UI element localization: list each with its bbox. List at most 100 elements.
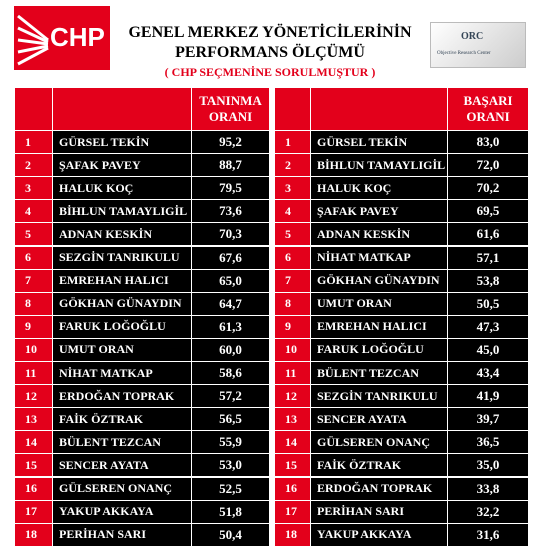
header-cell: TANINMA ORANI: [192, 88, 269, 130]
header-cell: [275, 88, 310, 130]
header-cell: [53, 88, 191, 130]
row-name: UMUT ORAN: [53, 338, 191, 361]
row-name: YAKUP AKKAYA: [53, 500, 191, 523]
row-number: 12: [15, 385, 52, 408]
row-name: ŞAFAK PAVEY: [53, 154, 191, 177]
row-value: 50,4: [192, 523, 269, 546]
row-name: ERDOĞAN TOPRAK: [311, 477, 447, 500]
header-cell: [15, 88, 52, 130]
row-value: 53,0: [192, 454, 269, 477]
row-number: 1: [15, 131, 52, 154]
row-name: FARUK LOĞOĞLU: [311, 338, 447, 361]
logo-arrows: [17, 14, 49, 66]
row-name: BÜLENT TEZCAN: [311, 362, 447, 385]
row-value: 57,2: [192, 385, 269, 408]
row-value: 47,3: [448, 315, 528, 338]
row-value: 61,3: [192, 315, 269, 338]
row-number: 13: [275, 408, 310, 431]
row-value: 95,2: [192, 131, 269, 154]
logo-right: ORC Objective Research Center: [430, 22, 526, 68]
row-value: 57,1: [448, 246, 528, 269]
row-number: 8: [15, 292, 52, 315]
row-value: 88,7: [192, 154, 269, 177]
row-name: EMREHAN HALICI: [53, 269, 191, 292]
row-number: 14: [15, 431, 52, 454]
row-name: NİHAT MATKAP: [311, 246, 447, 269]
row-value: 83,0: [448, 131, 528, 154]
row-value: 61,6: [448, 223, 528, 246]
row-value: 53,8: [448, 269, 528, 292]
row-number: 10: [15, 338, 52, 361]
row-name: ADNAN KESKİN: [53, 223, 191, 246]
row-number: 7: [275, 269, 310, 292]
row-value: 64,7: [192, 292, 269, 315]
row-value: 41,9: [448, 385, 528, 408]
row-value: 36,5: [448, 431, 528, 454]
row-name: HALUK KOÇ: [53, 177, 191, 200]
row-number: 12: [275, 385, 310, 408]
row-name: BİHLUN TAMAYLIGİL: [311, 154, 447, 177]
row-number: 2: [275, 154, 310, 177]
row-number: 4: [275, 200, 310, 223]
row-number: 14: [275, 431, 310, 454]
header-cell: BAŞARI ORANI: [448, 88, 528, 130]
row-name: SENCER AYATA: [311, 408, 447, 431]
row-number: 5: [275, 223, 310, 246]
row-number: 2: [15, 154, 52, 177]
row-value: 65,0: [192, 269, 269, 292]
row-name: FARUK LOĞOĞLU: [53, 315, 191, 338]
row-name: UMUT ORAN: [311, 292, 447, 315]
row-value: 45,0: [448, 338, 528, 361]
row-value: 70,2: [448, 177, 528, 200]
row-name: GÖKHAN GÜNAYDIN: [311, 269, 447, 292]
row-name: PERİHAN SARI: [53, 523, 191, 546]
row-value: 56,5: [192, 408, 269, 431]
row-name: BÜLENT TEZCAN: [53, 431, 191, 454]
row-number: 3: [275, 177, 310, 200]
row-value: 43,4: [448, 362, 528, 385]
row-value: 70,3: [192, 223, 269, 246]
row-number: 17: [275, 500, 310, 523]
logo-right-text: ORC: [461, 31, 484, 42]
row-name: ADNAN KESKİN: [311, 223, 447, 246]
row-value: 35,0: [448, 454, 528, 477]
row-value: 79,5: [192, 177, 269, 200]
row-value: 31,6: [448, 523, 528, 546]
row-value: 33,8: [448, 477, 528, 500]
row-value: 60,0: [192, 338, 269, 361]
row-number: 8: [275, 292, 310, 315]
row-name: ERDOĞAN TOPRAK: [53, 385, 191, 408]
title-line: GENEL MERKEZ YÖNETİCİLERİNİN: [128, 24, 412, 41]
row-name: GÜRSEL TEKİN: [311, 131, 447, 154]
logo-left: CHP: [14, 6, 110, 70]
row-number: 18: [275, 523, 310, 546]
row-value: 55,9: [192, 431, 269, 454]
row-value: 69,5: [448, 200, 528, 223]
row-value: 58,6: [192, 362, 269, 385]
row-value: 52,5: [192, 477, 269, 500]
row-name: PERİHAN SARI: [311, 500, 447, 523]
row-name: SEZGİN TANRIKULU: [53, 246, 191, 269]
row-name: EMREHAN HALICI: [311, 315, 447, 338]
row-name: GÜLSEREN ONANÇ: [53, 477, 191, 500]
row-number: 15: [275, 454, 310, 477]
row-name: BİHLUN TAMAYLIGİL: [53, 200, 191, 223]
row-number: 7: [15, 269, 52, 292]
row-number: 13: [15, 408, 52, 431]
row-name: FAİK ÖZTRAK: [53, 408, 191, 431]
row-name: GÜRSEL TEKİN: [53, 131, 191, 154]
row-number: 17: [15, 500, 52, 523]
row-name: ŞAFAK PAVEY: [311, 200, 447, 223]
row-value: 50,5: [448, 292, 528, 315]
row-value: 67,6: [192, 246, 269, 269]
row-number: 11: [275, 362, 310, 385]
row-number: 6: [275, 246, 310, 269]
row-number: 5: [15, 223, 52, 246]
row-name: GÜLSEREN ONANÇ: [311, 431, 447, 454]
row-number: 18: [15, 523, 52, 546]
row-name: NİHAT MATKAP: [53, 362, 191, 385]
logo-right-sub: Objective Research Center: [437, 51, 491, 56]
row-number: 4: [15, 200, 52, 223]
row-name: HALUK KOÇ: [311, 177, 447, 200]
